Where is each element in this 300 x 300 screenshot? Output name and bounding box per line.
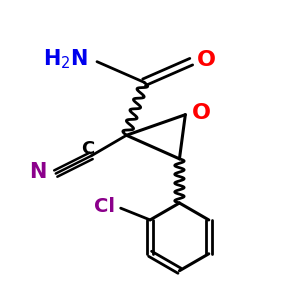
- Text: O: O: [196, 50, 215, 70]
- Text: C: C: [82, 140, 95, 158]
- Text: O: O: [192, 103, 211, 123]
- Text: N: N: [30, 162, 47, 182]
- Text: H$_2$N: H$_2$N: [43, 47, 88, 70]
- Text: Cl: Cl: [94, 197, 115, 216]
